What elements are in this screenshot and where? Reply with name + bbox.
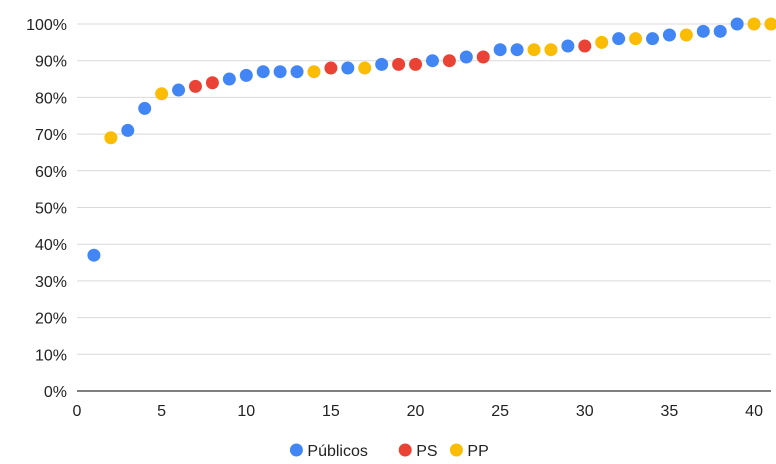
point-pp bbox=[527, 43, 541, 57]
point-publicos bbox=[375, 57, 389, 71]
point-pp bbox=[544, 43, 558, 57]
point-ps bbox=[205, 76, 219, 90]
legend-marker-pp bbox=[449, 443, 463, 457]
data-points bbox=[87, 17, 776, 262]
point-ps bbox=[188, 79, 202, 93]
y-tick-label: 80% bbox=[35, 90, 67, 107]
point-publicos bbox=[256, 65, 270, 79]
point-pp bbox=[764, 17, 776, 31]
point-publicos bbox=[121, 123, 135, 137]
x-tick-label: 10 bbox=[237, 403, 255, 420]
point-ps bbox=[324, 61, 338, 75]
legend-marker-ps bbox=[398, 443, 412, 457]
point-publicos bbox=[459, 50, 473, 64]
legend-marker-publicos bbox=[289, 443, 303, 457]
legend-label-ps: PS bbox=[416, 443, 437, 460]
point-ps bbox=[578, 39, 592, 53]
point-pp bbox=[104, 131, 118, 145]
point-publicos bbox=[425, 54, 439, 68]
point-publicos bbox=[730, 17, 744, 31]
y-tick-label: 90% bbox=[35, 54, 67, 71]
x-tick-label: 30 bbox=[576, 403, 594, 420]
legend: Públicos PS PP bbox=[289, 443, 489, 460]
point-ps bbox=[476, 50, 490, 64]
y-tick-label: 60% bbox=[35, 164, 67, 181]
point-publicos bbox=[696, 24, 710, 38]
point-ps bbox=[392, 57, 406, 71]
point-publicos bbox=[222, 72, 236, 86]
y-tick-label: 10% bbox=[35, 347, 67, 364]
x-tick-label: 40 bbox=[745, 403, 763, 420]
point-pp bbox=[155, 87, 169, 101]
point-publicos bbox=[662, 28, 676, 42]
point-publicos bbox=[172, 83, 186, 97]
point-ps bbox=[409, 57, 423, 71]
point-publicos bbox=[290, 65, 304, 79]
point-publicos bbox=[612, 32, 626, 46]
x-tick-label: 25 bbox=[491, 403, 509, 420]
x-tick-label: 5 bbox=[157, 403, 166, 420]
y-tick-label: 0% bbox=[44, 384, 67, 401]
point-publicos bbox=[138, 101, 152, 115]
point-publicos bbox=[493, 43, 507, 57]
point-pp bbox=[679, 28, 693, 42]
point-publicos bbox=[87, 248, 101, 262]
point-publicos bbox=[341, 61, 355, 75]
y-tick-label: 70% bbox=[35, 127, 67, 144]
x-tick-label: 15 bbox=[322, 403, 340, 420]
y-tick-label: 50% bbox=[35, 201, 67, 218]
y-tick-label: 100% bbox=[26, 17, 67, 34]
point-publicos bbox=[510, 43, 524, 57]
y-tick-label: 20% bbox=[35, 311, 67, 328]
tick-labels: 0% 10% 20% 30% 40% 50% 60% 70% 80% 90% 100% 0 5 10 15 2… bbox=[26, 17, 763, 420]
point-publicos bbox=[561, 39, 575, 53]
point-pp bbox=[307, 65, 321, 79]
point-publicos bbox=[273, 65, 287, 79]
legend-label-publicos: Públicos bbox=[307, 443, 367, 460]
point-pp bbox=[629, 32, 643, 46]
x-tick-label: 35 bbox=[661, 403, 679, 420]
point-pp bbox=[747, 17, 761, 31]
legend-label-pp: PP bbox=[467, 443, 488, 460]
point-ps bbox=[442, 54, 456, 68]
gridlines bbox=[77, 23, 771, 355]
y-tick-label: 40% bbox=[35, 237, 67, 254]
point-pp bbox=[595, 35, 609, 49]
y-tick-label: 30% bbox=[35, 274, 67, 291]
point-publicos bbox=[239, 68, 253, 82]
x-tick-label: 0 bbox=[73, 403, 82, 420]
point-publicos bbox=[713, 24, 727, 38]
point-pp bbox=[358, 61, 372, 75]
x-tick-label: 20 bbox=[407, 403, 425, 420]
point-publicos bbox=[646, 32, 660, 46]
